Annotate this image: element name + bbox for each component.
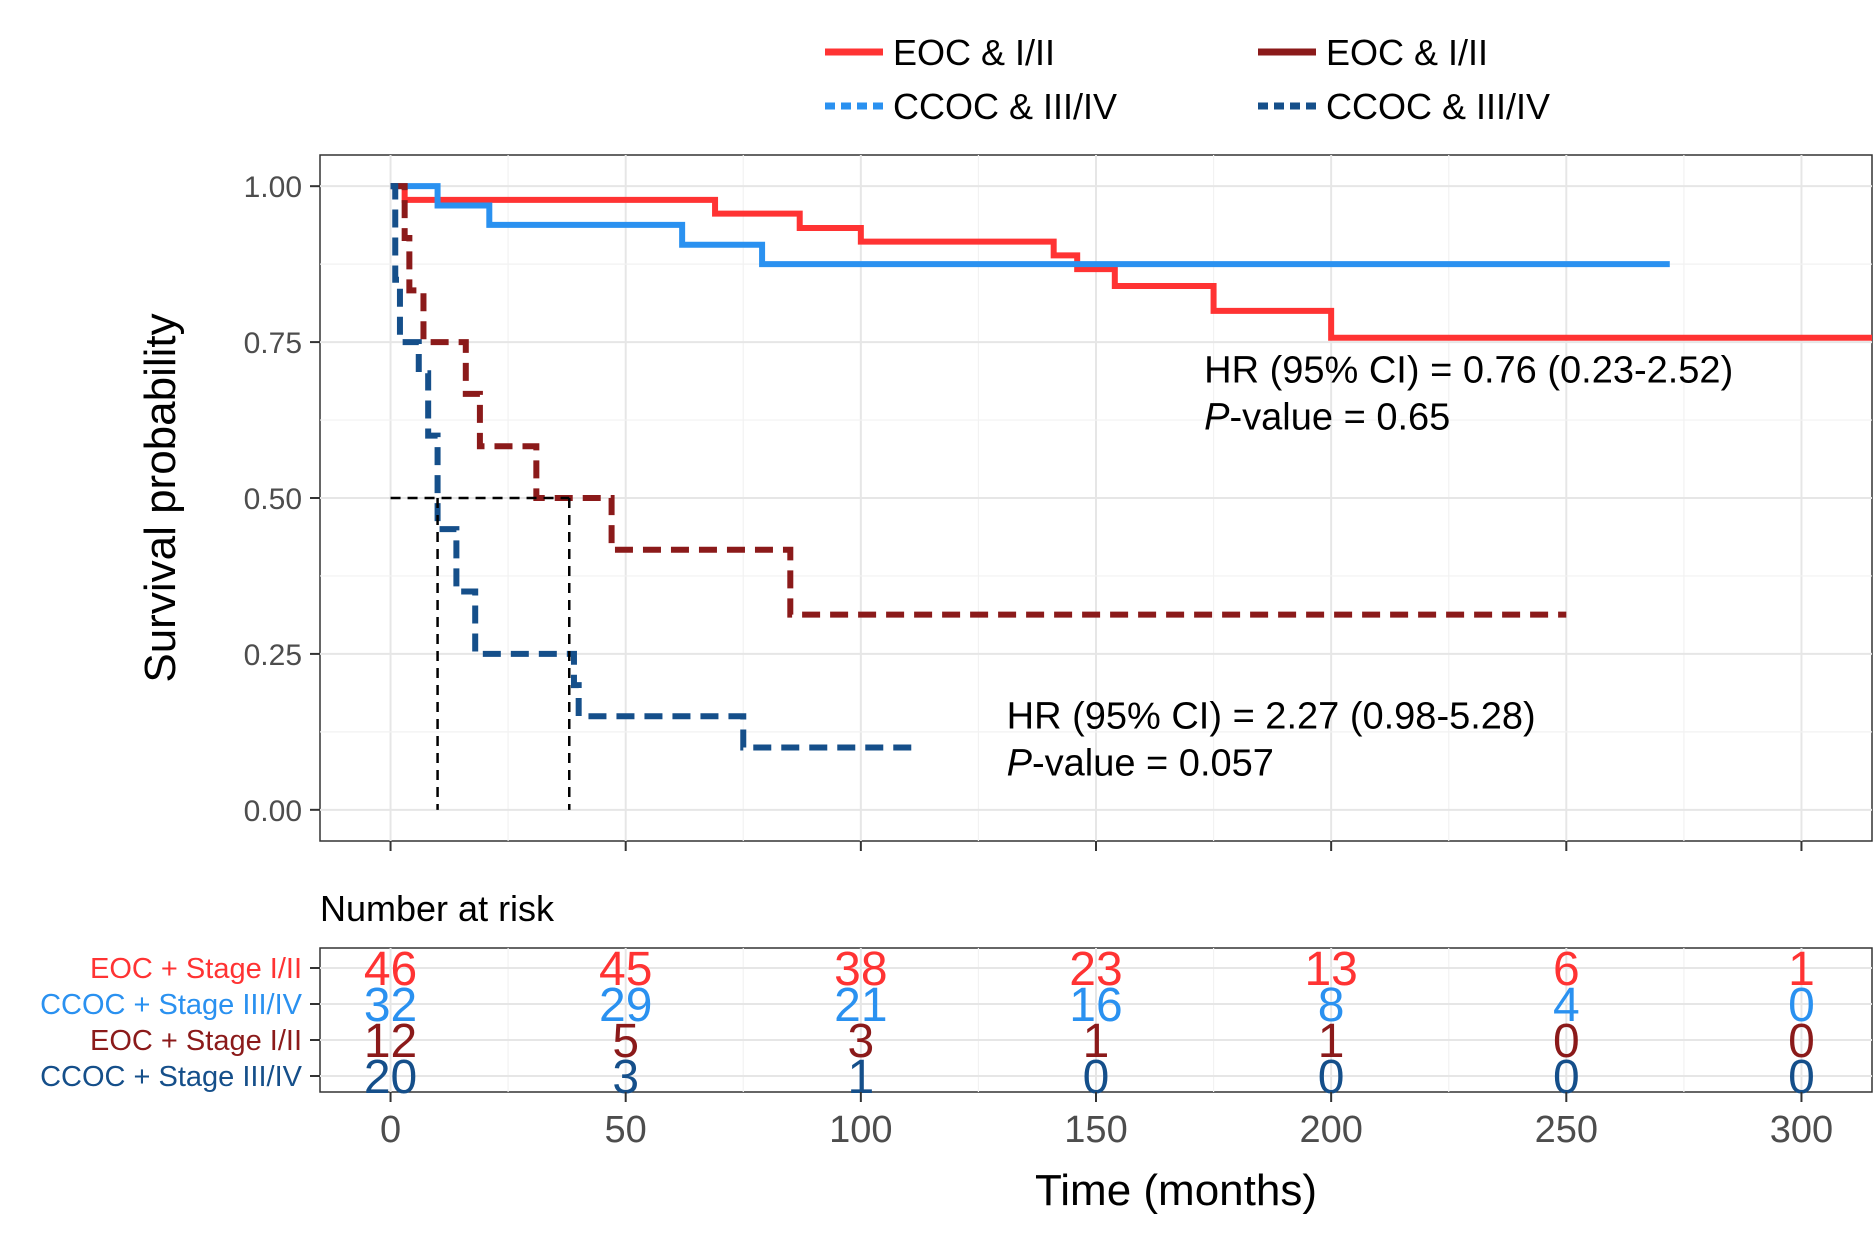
x-axis-label: Time (months)	[1035, 1166, 1317, 1215]
risk-count: 23	[1069, 943, 1122, 996]
pvalue-annotation-1: P-value = 0.057	[1007, 743, 1274, 785]
survival-curve-2	[390, 183, 1567, 618]
survival-curves	[390, 183, 1872, 751]
median-lines	[390, 496, 571, 810]
x-tick-label: 250	[1535, 1109, 1598, 1151]
risk-count: 16	[1069, 979, 1122, 1032]
risk-row-label: CCOC + Stage III/IV	[40, 1061, 303, 1093]
hr-annotations: HR (95% CI) = 0.76 (0.23-2.52) P-value = …	[1007, 350, 1734, 785]
risk-count: 21	[834, 979, 887, 1032]
x-axis: 0 50 100 150 200 250 300	[380, 1092, 1833, 1151]
legend-label-3: CCOC & III/IV	[1326, 86, 1550, 127]
hr-annotation-0: HR (95% CI) = 0.76 (0.23-2.52)	[1204, 350, 1733, 392]
x-axis-ticks	[389, 841, 1803, 851]
risk-table-gridlines	[320, 948, 1872, 1092]
x-tick-label: 0	[380, 1109, 401, 1151]
risk-count: 8	[1318, 979, 1345, 1032]
risk-row-label: EOC + Stage I/II	[90, 953, 302, 985]
y-tick-label: 0.75	[244, 327, 302, 360]
survival-curve-1	[390, 183, 1670, 268]
risk-row-label: EOC + Stage I/II	[90, 1025, 302, 1057]
risk-count: 0	[1788, 1015, 1815, 1068]
risk-count: 32	[364, 979, 417, 1032]
risk-count: 1	[1318, 1015, 1345, 1068]
legend-label-0: EOC & I/II	[893, 32, 1055, 73]
x-tick-label: 50	[605, 1109, 647, 1151]
x-tick-label: 200	[1299, 1109, 1362, 1151]
y-tick-label: 1.00	[244, 171, 302, 204]
risk-count: 1	[1788, 943, 1815, 996]
risk-count: 38	[834, 943, 887, 996]
risk-count: 46	[364, 943, 417, 996]
risk-count: 3	[847, 1015, 874, 1068]
x-tick-label: 300	[1770, 1109, 1833, 1151]
y-tick-label: 0.00	[244, 795, 302, 828]
legend: EOC & I/II EOC & I/II CCOC & III/IV CCOC & …	[825, 32, 1550, 127]
x-tick-label: 150	[1064, 1109, 1127, 1151]
pvalue-annotation-0: P-value = 0.65	[1204, 397, 1450, 439]
hr-annotation-1: HR (95% CI) = 2.27 (0.98-5.28)	[1007, 696, 1536, 738]
risk-count: 29	[599, 979, 652, 1032]
legend-label-1: EOC & I/II	[1326, 32, 1488, 73]
risk-count: 0	[1553, 1015, 1580, 1068]
y-tick-label: 0.50	[244, 483, 302, 516]
risk-row-label: CCOC + Stage III/IV	[40, 989, 303, 1021]
x-tick-label: 100	[829, 1109, 892, 1151]
legend-label-2: CCOC & III/IV	[893, 86, 1117, 127]
risk-count: 5	[612, 1015, 639, 1068]
survival-curve-0	[390, 183, 1872, 341]
risk-count: 1	[1083, 1015, 1110, 1068]
risk-count: 13	[1304, 943, 1357, 996]
y-axis-label: Survival probability	[136, 313, 185, 682]
y-tick-label: 0.25	[244, 639, 302, 672]
risk-count: 4	[1553, 979, 1580, 1032]
risk-count: 12	[364, 1015, 417, 1068]
risk-count: 6	[1553, 943, 1580, 996]
survival-curve-3	[390, 183, 918, 751]
risk-count: 45	[599, 943, 652, 996]
risk-count: 0	[1788, 979, 1815, 1032]
y-axis: 0.00 0.25 0.50 0.75 1.00	[244, 171, 320, 828]
risk-table-title: Number at risk	[320, 888, 555, 929]
